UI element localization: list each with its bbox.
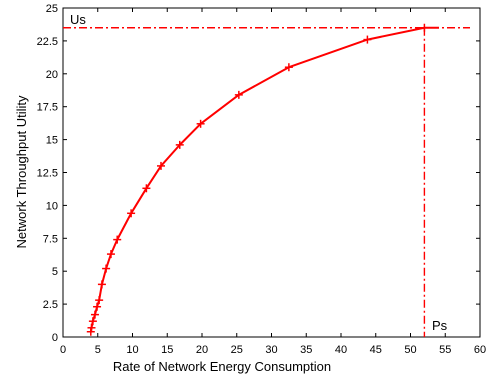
y-tick-label: 10 bbox=[46, 200, 58, 212]
y-tick-label: 15 bbox=[46, 135, 58, 147]
data-point-marker bbox=[363, 35, 372, 44]
data-point-marker bbox=[175, 140, 184, 149]
data-point-marker bbox=[156, 161, 165, 170]
reference-lines bbox=[63, 27, 470, 337]
plot-frame bbox=[62, 7, 481, 338]
x-axis-ticks: 0 5 10 15 20 25 30 35 40 45 50 55 60 bbox=[60, 8, 486, 356]
y-tick-label: 5 bbox=[52, 266, 58, 278]
y-axis-label: Network Throughput Utility bbox=[14, 95, 29, 248]
x-tick-label: 10 bbox=[126, 344, 138, 356]
data-point-marker bbox=[90, 310, 99, 319]
series-line bbox=[89, 26, 439, 332]
data-point-marker bbox=[420, 23, 429, 32]
data-point-marker bbox=[196, 119, 205, 128]
data-point-marker bbox=[88, 317, 97, 326]
x-tick-label: 55 bbox=[439, 344, 451, 356]
y-tick-label: 0 bbox=[52, 332, 58, 344]
us-annotation: Us bbox=[70, 12, 86, 27]
x-tick-label: 45 bbox=[370, 344, 382, 356]
x-tick-label: 60 bbox=[474, 344, 486, 356]
data-point-marker bbox=[106, 250, 115, 259]
data-point-marker bbox=[95, 296, 104, 305]
x-tick-label: 35 bbox=[300, 344, 312, 356]
data-point-marker bbox=[102, 264, 111, 273]
y-tick-label: 20 bbox=[46, 69, 58, 81]
data-point-marker bbox=[234, 90, 243, 99]
data-point-marker bbox=[113, 235, 122, 244]
x-tick-label: 5 bbox=[95, 344, 101, 356]
y-tick-label: 22.5 bbox=[37, 36, 58, 48]
labels-group: Rate of Network Energy Consumption Netwo… bbox=[14, 12, 448, 374]
x-tick-label: 15 bbox=[161, 344, 173, 356]
data-point-marker bbox=[93, 302, 102, 311]
data-point-marker bbox=[97, 280, 106, 289]
data-point-marker bbox=[127, 209, 136, 218]
x-tick-label: 0 bbox=[60, 344, 66, 356]
ps-annotation: Ps bbox=[432, 318, 448, 333]
y-tick-label: 17.5 bbox=[37, 102, 58, 114]
x-tick-label: 20 bbox=[196, 344, 208, 356]
y-tick-label: 2.5 bbox=[43, 299, 58, 311]
x-axis-label: Rate of Network Energy Consumption bbox=[113, 359, 331, 374]
y-tick-label: 7.5 bbox=[43, 233, 58, 245]
data-point-marker bbox=[284, 63, 293, 72]
x-tick-label: 50 bbox=[404, 344, 416, 356]
x-tick-label: 40 bbox=[335, 344, 347, 356]
data-point-marker bbox=[142, 184, 151, 193]
y-tick-label: 25 bbox=[46, 3, 58, 15]
x-tick-label: 25 bbox=[231, 344, 243, 356]
series-group bbox=[86, 23, 439, 336]
y-axis-ticks: 0 2.5 5 7.5 10 12.5 15 17.5 20 22.5 25 bbox=[37, 3, 480, 344]
x-tick-label: 30 bbox=[265, 344, 277, 356]
y-tick-label: 12.5 bbox=[37, 168, 58, 180]
data-point-marker bbox=[87, 323, 96, 332]
